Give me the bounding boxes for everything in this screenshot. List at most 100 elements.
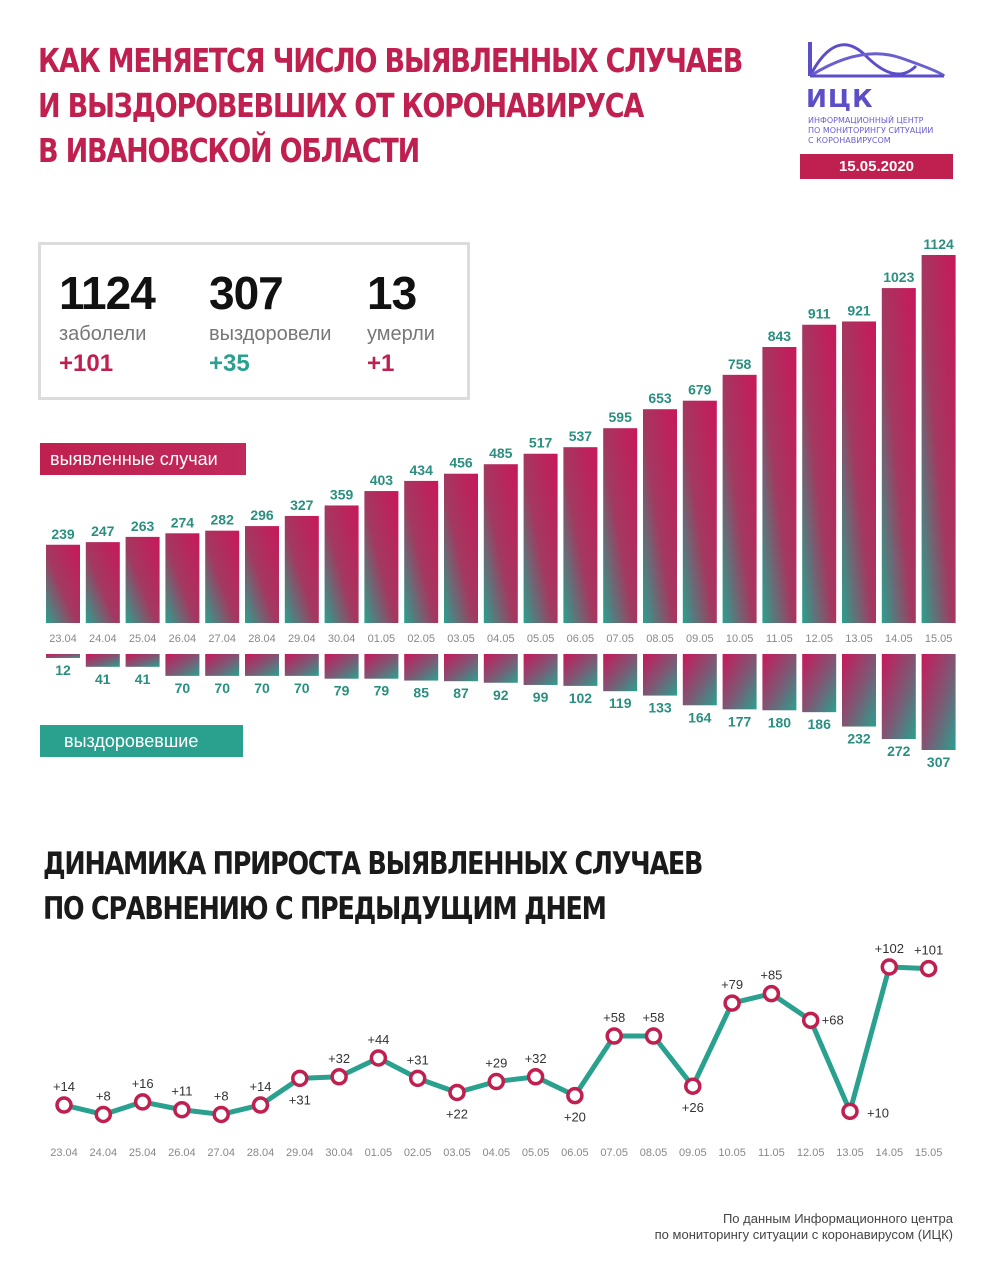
- subtitle-line: ДИНАМИКА ПРИРОСТА ВЫЯВЛЕННЫХ СЛУЧАЕВ: [43, 846, 703, 882]
- date-tick-label: 05.05: [527, 633, 555, 645]
- cases-bar: [46, 544, 80, 623]
- cases-bar: [284, 515, 319, 623]
- recovered-bar: [921, 654, 956, 750]
- date-tick-label: 15.05: [925, 633, 953, 645]
- cases-value-label: 247: [91, 523, 115, 539]
- stat-label: заболели: [59, 323, 147, 345]
- cases-value-label: 403: [370, 472, 394, 488]
- date-tick-label: 30.04: [325, 1147, 353, 1159]
- date-tick-label: 30.04: [328, 633, 356, 645]
- growth-point: [566, 1086, 584, 1105]
- date-tick-label: 13.05: [845, 633, 873, 645]
- cases-value-label: 274: [171, 514, 195, 530]
- cases-bar: [324, 505, 359, 623]
- cases-bar: [205, 530, 240, 623]
- cases-value-label: 359: [330, 486, 354, 502]
- cases-bar: [682, 400, 717, 623]
- date-tick-label: 14.05: [885, 633, 913, 645]
- date-tick-label: 06.05: [561, 1147, 589, 1159]
- growth-value-label: +20: [564, 1110, 586, 1125]
- cases-value-label: 296: [250, 507, 274, 523]
- legend-cases: выявленные случаи: [40, 443, 246, 475]
- date-tick-label: 29.04: [286, 1147, 314, 1159]
- recovered-bar: [682, 654, 717, 706]
- logo-subtitle-line: с коронавирусом: [808, 136, 891, 145]
- cases-value-label: 327: [290, 497, 314, 513]
- cases-value-label: 653: [648, 390, 672, 406]
- growth-point: [605, 1027, 623, 1045]
- recovered-value-label: 177: [728, 713, 752, 729]
- growth-point: [291, 1069, 309, 1088]
- growth-point: [487, 1072, 506, 1091]
- growth-value-label: +58: [642, 1010, 664, 1025]
- date-tick-label: 02.05: [404, 1147, 432, 1159]
- wave-logo-icon: [808, 42, 946, 78]
- growth-point: [133, 1093, 152, 1111]
- recovered-value-label: 232: [847, 731, 871, 747]
- cases-value-label: 485: [489, 445, 513, 461]
- logo-subtitle: Информационный центр по мониторингу ситу…: [808, 116, 933, 146]
- recovered-value-label: 85: [413, 685, 429, 701]
- date-tick-label: 25.04: [129, 633, 157, 645]
- growth-point: [919, 959, 938, 978]
- growth-point: [369, 1049, 388, 1067]
- date-tick-label: 11.05: [766, 633, 793, 645]
- date-tick-label: 04.05: [487, 633, 515, 645]
- recovered-value-label: 307: [927, 754, 951, 770]
- recovered-value-label: 79: [374, 683, 390, 699]
- recovered-bar: [523, 654, 558, 685]
- recovered-bar: [881, 654, 916, 740]
- cases-value-label: 517: [529, 435, 553, 451]
- cases-value-label: 679: [688, 382, 712, 398]
- logo-subtitle-line: Информационный центр: [808, 116, 924, 125]
- growth-point: [723, 994, 741, 1012]
- cases-value-label: 843: [768, 328, 792, 344]
- cases-bar: [603, 428, 638, 623]
- growth-point: [55, 1096, 73, 1114]
- page-title: КАК МЕНЯЕТСЯ ЧИСЛО ВЫЯВЛЕННЫХ СЛУЧАЕВ И …: [38, 38, 743, 173]
- recovered-bar: [245, 654, 279, 676]
- stat-cases: 1124 заболели +101: [59, 267, 156, 378]
- cases-bar: [404, 480, 439, 623]
- date-tick-label: 06.05: [567, 633, 595, 645]
- recovered-value-label: 79: [334, 683, 350, 699]
- cases-bar: [444, 473, 478, 623]
- growth-value-label: +31: [289, 1092, 311, 1107]
- legend-recovered: выздоровевшие: [40, 725, 243, 757]
- growth-point: [644, 1027, 663, 1045]
- cases-bar: [802, 324, 837, 623]
- stat-delta: +1: [367, 350, 395, 377]
- growth-value-label: +85: [760, 968, 782, 983]
- growth-point: [251, 1096, 270, 1114]
- growth-point: [684, 1077, 702, 1095]
- date-tick-label: 23.04: [49, 633, 77, 645]
- date-tick-label: 10.05: [718, 1147, 746, 1159]
- stat-value: 1124: [59, 267, 156, 319]
- source-note: По данным Информационного центра по мони…: [655, 1211, 953, 1243]
- cases-bar: [85, 542, 120, 623]
- recovered-bar: [802, 654, 837, 713]
- date-tick-label: 24.04: [90, 1147, 118, 1159]
- recovered-value-label: 70: [175, 680, 191, 696]
- date-tick-label: 14.05: [876, 1147, 904, 1159]
- stat-value: 307: [209, 267, 284, 319]
- growth-value-label: +8: [96, 1088, 111, 1103]
- cases-bar: [722, 374, 757, 623]
- cases-value-label: 239: [51, 526, 75, 542]
- recovered-value-label: 70: [214, 680, 230, 696]
- cases-value-label: 282: [211, 512, 235, 528]
- date-tick-label: 12.05: [805, 633, 833, 645]
- date-tick-label: 25.04: [129, 1147, 157, 1159]
- cases-value-label: 1023: [883, 269, 914, 285]
- growth-value-label: +102: [875, 941, 904, 956]
- stat-value: 13: [367, 267, 417, 319]
- date-tick-label: 15.05: [915, 1147, 943, 1159]
- cases-bar: [563, 447, 598, 623]
- date-tick-label: 09.05: [679, 1147, 707, 1159]
- cases-bar: [125, 536, 160, 623]
- date-tick-label: 05.05: [522, 1147, 550, 1159]
- cases-value-label: 1124: [923, 236, 954, 252]
- source-line: по мониторингу ситуации с коронавирусом …: [654, 1227, 953, 1242]
- recovered-bar: [643, 654, 677, 696]
- recovered-bar: [364, 654, 399, 679]
